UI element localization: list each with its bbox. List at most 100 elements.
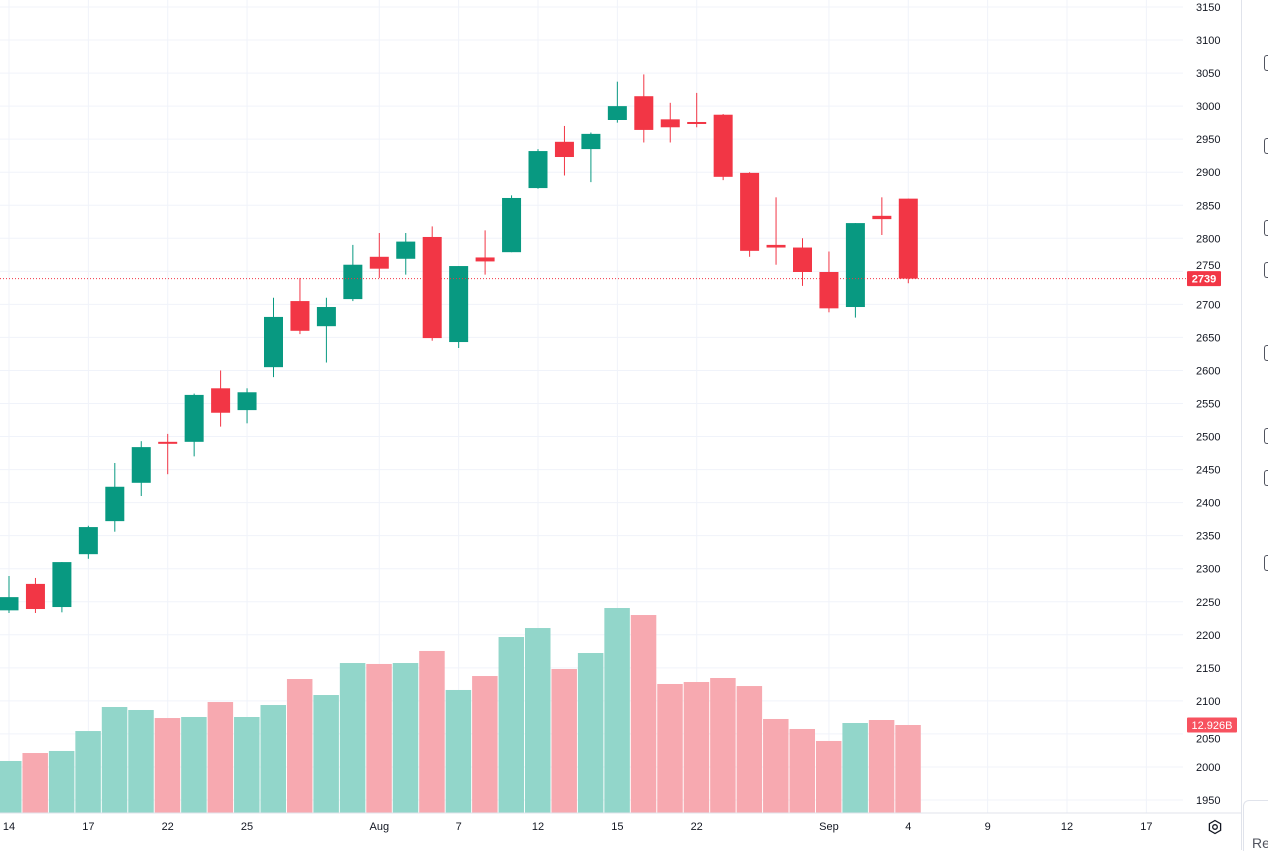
volume-bar — [75, 731, 101, 813]
bottom-panel-tab[interactable]: Re — [1243, 800, 1268, 851]
volume-bar — [181, 717, 207, 813]
candle-body — [396, 241, 416, 259]
candle-body — [290, 301, 310, 331]
volume-bar — [525, 628, 551, 813]
candle-body — [25, 583, 45, 610]
volume-bar — [577, 653, 604, 813]
candle — [740, 172, 760, 257]
candle — [0, 575, 19, 613]
volume-bar — [128, 709, 154, 813]
candle — [211, 370, 231, 427]
volume-bar — [419, 650, 445, 813]
price-tick-label: 2700 — [1196, 299, 1220, 311]
volume-bar — [736, 686, 763, 813]
candle-body — [607, 106, 627, 121]
toolbar-icon[interactable] — [1264, 220, 1268, 236]
toolbar-icon[interactable] — [1264, 428, 1268, 444]
candle-body — [713, 114, 733, 177]
candle-body — [211, 388, 231, 413]
volume-bar — [472, 676, 498, 813]
candle — [52, 562, 72, 613]
time-tick-label: 12 — [532, 821, 544, 833]
price-tick-label: 2050 — [1196, 734, 1220, 746]
candle-body — [475, 257, 495, 262]
candle-body — [634, 96, 654, 130]
candle — [607, 81, 627, 123]
candle-body — [184, 394, 204, 442]
time-tick-label: 4 — [905, 821, 911, 833]
volume-bar — [842, 722, 868, 813]
volume-bar — [154, 718, 181, 813]
volume-bar — [22, 753, 48, 813]
candle — [343, 244, 363, 302]
candle — [264, 297, 283, 378]
volume-bar — [657, 683, 683, 813]
last-volume-label: 12.926B — [1192, 720, 1233, 732]
axis-badges: 2739 12.926B — [1187, 271, 1237, 733]
last-volume-badge — [1187, 717, 1237, 733]
candle-body — [581, 133, 601, 150]
candlestick-chart[interactable]: 3150 3100 3050 3000 2950 2900 2850 2800 2750 2700… — [0, 0, 1241, 850]
candle-body — [237, 392, 257, 411]
toolbar-icon[interactable] — [1264, 345, 1268, 361]
candle — [766, 197, 786, 265]
toolbar-icon[interactable] — [1264, 262, 1268, 278]
time-tick-label: 14 — [3, 821, 15, 833]
price-tick-label: 2000 — [1196, 762, 1220, 774]
volume-series — [0, 608, 921, 813]
candle-body — [740, 172, 760, 251]
candle — [105, 462, 125, 532]
price-tick-label: 3150 — [1196, 2, 1220, 14]
price-tick-label: 3000 — [1196, 101, 1220, 113]
volume-bar — [604, 608, 630, 813]
toolbar-icon[interactable] — [1264, 470, 1268, 486]
toolbar-icon[interactable] — [1264, 138, 1268, 154]
candle — [449, 266, 469, 348]
price-tick-label: 2300 — [1196, 564, 1220, 576]
toolbar-icon[interactable] — [1264, 55, 1268, 71]
candle — [158, 433, 178, 475]
volume-bar — [630, 615, 657, 813]
candle-body — [502, 197, 522, 253]
candle — [237, 388, 257, 424]
right-toolbar — [1241, 0, 1268, 850]
volume-bar — [260, 705, 286, 813]
candle — [660, 102, 680, 143]
time-tick-label: 22 — [162, 821, 174, 833]
candle-body — [554, 141, 574, 158]
time-tick-label: 22 — [691, 821, 703, 833]
candle-body — [316, 307, 336, 327]
time-tick-label: 15 — [611, 821, 623, 833]
price-tick-label: 3100 — [1196, 35, 1220, 47]
volume-bar — [0, 760, 22, 813]
volume-bar — [207, 702, 234, 813]
price-tick-label: 2500 — [1196, 432, 1220, 444]
candle — [184, 393, 204, 457]
time-tick-label: 17 — [1140, 821, 1152, 833]
price-tick-label: 2150 — [1196, 663, 1220, 675]
candle-body — [660, 119, 680, 128]
price-axis[interactable]: 3150 3100 3050 3000 2950 2900 2850 2800 2750 2700… — [1196, 2, 1220, 807]
toolbar-icon[interactable] — [1264, 555, 1268, 571]
time-axis[interactable]: 14 17 22 25 Aug 7 12 15 22 Sep 4 9 12 17 — [3, 821, 1153, 833]
candle — [634, 74, 654, 143]
candle — [793, 238, 812, 286]
volume-bar — [868, 720, 895, 813]
candle — [819, 251, 839, 313]
time-tick-label: 9 — [985, 821, 991, 833]
last-price-badge — [1187, 271, 1221, 287]
price-tick-label: 2600 — [1196, 365, 1220, 377]
price-tick-label: 2750 — [1196, 260, 1220, 272]
candle-body — [264, 316, 283, 368]
time-tick-label: Aug — [370, 821, 390, 833]
settings-gear-icon[interactable] — [1207, 819, 1223, 835]
volume-bar — [815, 740, 842, 813]
price-tick-label: 2850 — [1196, 200, 1220, 212]
price-tick-label: 2250 — [1196, 597, 1220, 609]
candle-body — [78, 527, 98, 555]
volume-bar — [234, 717, 260, 813]
price-tick-label: 2950 — [1196, 134, 1220, 146]
volume-bar — [392, 663, 419, 813]
volume-bar — [710, 677, 736, 813]
time-tick-label: 7 — [456, 821, 462, 833]
